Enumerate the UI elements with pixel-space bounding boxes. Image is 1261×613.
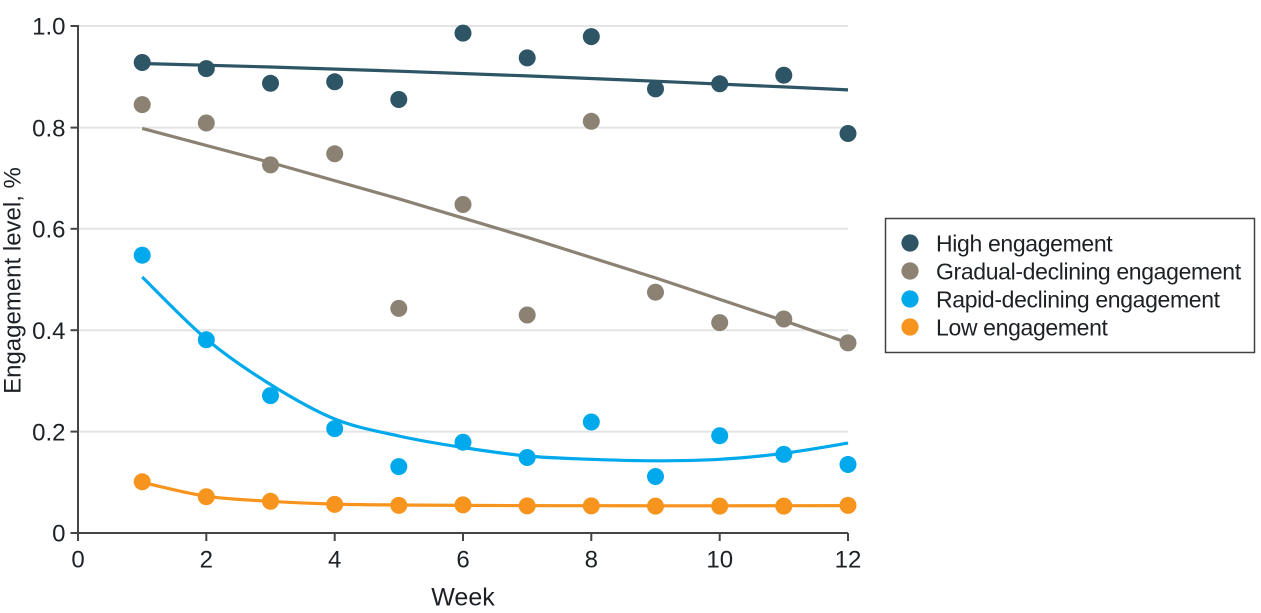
svg-text:0.4: 0.4 bbox=[32, 318, 65, 345]
svg-text:Gradual-declining engagement: Gradual-declining engagement bbox=[936, 259, 1242, 285]
svg-text:1.0: 1.0 bbox=[32, 14, 65, 41]
svg-text:High engagement: High engagement bbox=[936, 231, 1113, 257]
svg-text:12: 12 bbox=[835, 547, 862, 574]
svg-text:Engagement level, %: Engagement level, % bbox=[0, 167, 27, 394]
svg-text:0: 0 bbox=[71, 547, 84, 574]
svg-text:8: 8 bbox=[585, 547, 598, 574]
svg-text:Rapid-declining engagement: Rapid-declining engagement bbox=[936, 287, 1221, 313]
svg-text:0.8: 0.8 bbox=[32, 115, 65, 142]
svg-text:10: 10 bbox=[706, 547, 733, 574]
svg-text:4: 4 bbox=[328, 547, 341, 574]
svg-text:6: 6 bbox=[456, 547, 469, 574]
svg-text:Low engagement: Low engagement bbox=[936, 315, 1109, 341]
svg-text:0: 0 bbox=[52, 521, 65, 548]
svg-text:0.2: 0.2 bbox=[32, 419, 65, 446]
svg-text:Week: Week bbox=[431, 584, 495, 612]
svg-text:0.6: 0.6 bbox=[32, 217, 65, 244]
svg-text:2: 2 bbox=[200, 547, 213, 574]
